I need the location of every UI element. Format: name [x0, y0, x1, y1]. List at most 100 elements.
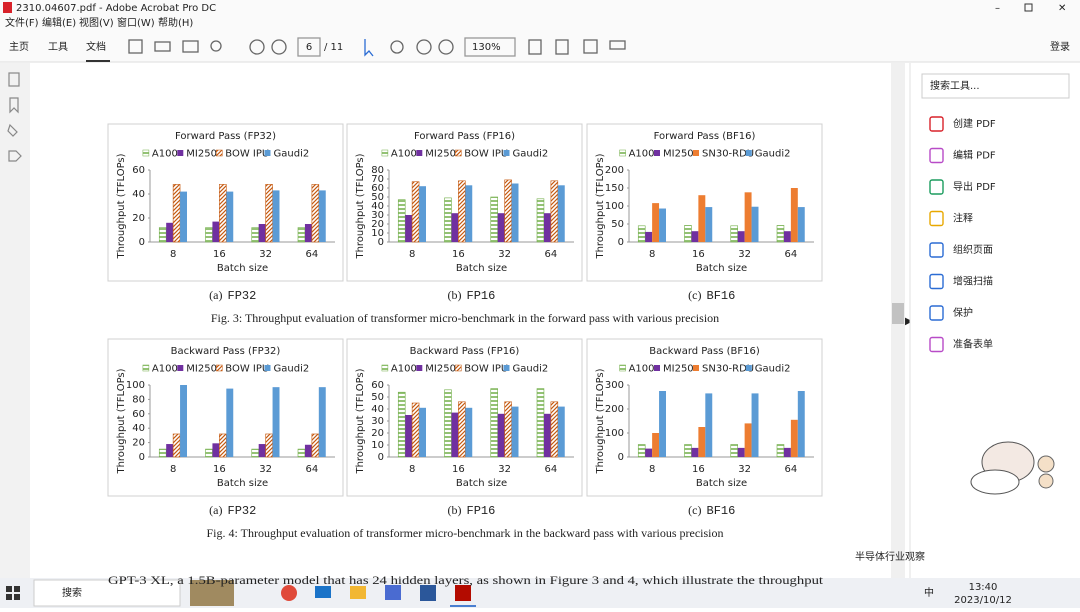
rotate-icon[interactable]: [555, 39, 569, 55]
tool-search-box[interactable]: [921, 73, 1070, 99]
legend-label: A100: [391, 149, 417, 160]
legend-swatch: [177, 150, 184, 156]
bar: [272, 387, 280, 457]
header: [0, 0, 1080, 62]
legend-swatch: [416, 365, 423, 371]
prev-page[interactable]: [249, 39, 265, 55]
tool-item[interactable]: 准备表单: [953, 338, 993, 351]
legend-label: SN30-RDU: [702, 149, 754, 160]
start-button-part[interactable]: [14, 586, 20, 592]
bookmark-icon[interactable]: [9, 97, 19, 114]
zoom-box[interactable]: [464, 37, 516, 57]
bar: [172, 433, 181, 458]
menu-item[interactable]: 视图(V): [79, 16, 114, 29]
keyboard-icon[interactable]: [609, 40, 626, 50]
bar: [212, 443, 220, 457]
bar: [550, 180, 559, 243]
attach-icon[interactable]: [7, 123, 18, 137]
menu-item[interactable]: 窗口(W): [117, 16, 155, 29]
start-button-part[interactable]: [14, 594, 20, 600]
legend-swatch: [381, 364, 389, 372]
y-tick-label: 20: [132, 438, 145, 449]
y-tick-label: 60: [132, 409, 145, 420]
toolbar-tab[interactable]: 主页: [9, 41, 29, 53]
print-icon[interactable]: [154, 41, 171, 52]
chart-frame: [586, 338, 823, 497]
fullscreen-icon[interactable]: [583, 39, 598, 54]
collapse-right[interactable]: ▶: [905, 316, 913, 327]
scroll-thumb[interactable]: [892, 303, 904, 324]
menu-item[interactable]: 编辑(E): [42, 16, 76, 29]
y-tick-label: 150: [605, 183, 624, 194]
bar: [180, 385, 187, 457]
bar: [318, 190, 326, 242]
bar: [783, 231, 791, 242]
bar: [684, 444, 692, 458]
zoom-in[interactable]: [438, 39, 454, 55]
tool-item[interactable]: 导出 PDF: [953, 180, 996, 193]
tool-item[interactable]: 保护: [953, 306, 973, 319]
fit-icon[interactable]: [528, 39, 542, 55]
tag-icon[interactable]: [8, 150, 22, 162]
y-axis-title: Throughput (TFLOPs): [355, 368, 366, 474]
y-tick-label: 30: [371, 210, 384, 221]
bar: [790, 419, 798, 457]
bar: [645, 231, 653, 242]
minimize[interactable]: –: [995, 3, 1000, 14]
toolbar-tab[interactable]: 文档: [86, 40, 106, 53]
bar: [691, 447, 699, 457]
menu-item[interactable]: 文件(F): [5, 16, 39, 29]
y-tick-label: 70: [371, 174, 384, 185]
explorer-icon[interactable]: [350, 586, 366, 599]
zoom-out[interactable]: [416, 39, 432, 55]
close[interactable]: ✕: [1058, 3, 1066, 14]
search-icon[interactable]: [210, 40, 222, 52]
maximize[interactable]: [1024, 3, 1033, 12]
tool-item[interactable]: 创建 PDF: [953, 117, 996, 130]
tool-item[interactable]: 增强扫描: [953, 275, 993, 288]
x-tick-label: 64: [306, 249, 319, 260]
legend-swatch: [654, 365, 660, 371]
tool-item[interactable]: 组织页面: [953, 243, 993, 256]
bar: [311, 433, 320, 458]
page-box[interactable]: [297, 37, 321, 57]
mail-app[interactable]: [315, 586, 331, 598]
bar: [458, 180, 466, 243]
toolbar-tab[interactable]: 工具: [48, 41, 68, 53]
taskbar-widget[interactable]: [190, 580, 234, 606]
y-axis-title: Throughput (TFLOPs): [595, 368, 606, 474]
select-tool[interactable]: [364, 39, 374, 57]
bar: [444, 389, 452, 458]
bar: [458, 401, 466, 458]
bar: [504, 179, 512, 243]
tool-icon: [929, 147, 944, 164]
tool-icon: [929, 273, 944, 290]
pages-icon[interactable]: [8, 72, 20, 87]
bar: [637, 225, 646, 243]
tool-item[interactable]: 编辑 PDF: [953, 149, 996, 162]
tool-item[interactable]: 注释: [953, 212, 973, 225]
word-icon[interactable]: [420, 585, 436, 601]
y-tick-label: 300: [605, 380, 624, 391]
bar: [737, 231, 745, 242]
tool-search: 搜索工具...: [930, 79, 980, 92]
chrome-icon[interactable]: [281, 585, 297, 601]
start-button-part[interactable]: [6, 594, 12, 600]
bar: [645, 448, 653, 457]
bar: [411, 181, 420, 243]
bar: [730, 444, 738, 458]
next-page[interactable]: [271, 39, 287, 55]
save-icon[interactable]: [128, 39, 143, 54]
x-tick-label: 8: [649, 464, 655, 475]
y-axis-title: Throughput (TFLOPs): [116, 368, 127, 474]
hand-tool[interactable]: [390, 40, 404, 54]
acrobat-icon[interactable]: [455, 585, 471, 601]
start-button[interactable]: [6, 586, 12, 592]
menu-item[interactable]: 帮助(H): [158, 16, 193, 29]
login[interactable]: 登录: [1050, 40, 1070, 53]
taskbar-search[interactable]: [33, 579, 181, 607]
app-icon-2[interactable]: [385, 585, 401, 600]
bar: [180, 191, 187, 242]
mail-icon[interactable]: [182, 40, 199, 53]
